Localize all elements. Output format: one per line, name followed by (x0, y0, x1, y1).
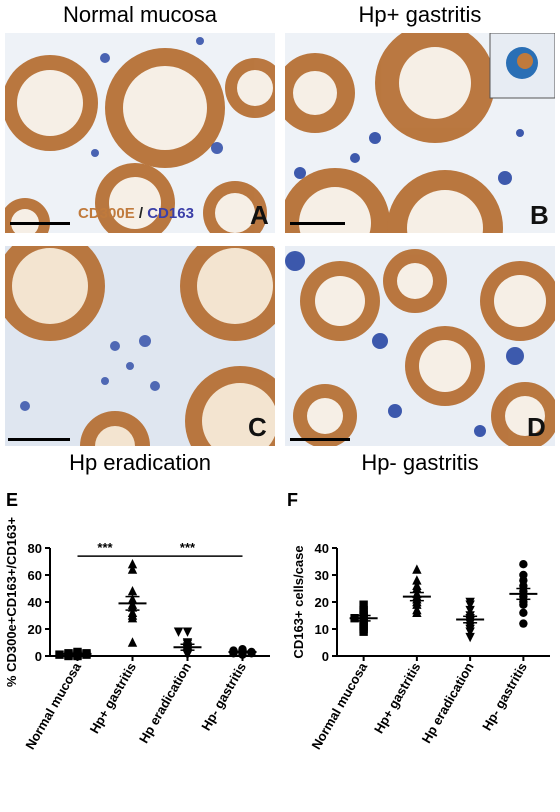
x-tick-label-e: Normal mucosa (22, 659, 84, 752)
y-tick-label-e: 0 (35, 649, 42, 664)
stain-cd163-label: CD163 (147, 205, 194, 222)
data-point-e (182, 650, 193, 660)
x-tick-label-f: Hp eradication (419, 660, 477, 746)
y-tick-label-e: 20 (28, 622, 42, 637)
data-point-e (127, 613, 138, 623)
data-point-f (412, 583, 422, 593)
data-point-e (127, 586, 138, 596)
micrograph-c-image (5, 246, 275, 446)
panel-title-hp-pos: Hp+ gastritis (358, 2, 482, 27)
y-axis-label-e: % CD300e+CD163+/CD163+ (4, 516, 19, 687)
panel-label-f: F (287, 490, 298, 510)
stain-cd300e-label: CD300E (78, 205, 135, 222)
y-tick-label-f: 0 (322, 649, 329, 664)
x-tick-label-f: Hp- gastritis (479, 660, 530, 733)
data-point-f (412, 564, 422, 574)
scale-bar-d (290, 438, 350, 441)
data-point-e (182, 627, 193, 637)
panel-label-d: D (527, 412, 546, 442)
x-tick-label-e: Hp+ gastritis (87, 660, 140, 736)
y-tick-label-f: 40 (315, 541, 329, 556)
data-point-f (412, 607, 422, 617)
data-point-e (127, 564, 138, 574)
y-tick-label-f: 10 (315, 622, 329, 637)
y-tick-label-f: 20 (315, 595, 329, 610)
x-tick-label-f: Normal mucosa (308, 659, 370, 752)
panel-label-c: C (248, 412, 267, 442)
micrograph-d (285, 246, 555, 446)
y-axis-label-f: CD163+ cells/case (291, 545, 306, 658)
data-point-e (127, 559, 138, 569)
data-point-e (173, 627, 184, 637)
data-point-f (519, 619, 528, 628)
panel-label-a: A (250, 200, 269, 230)
micrograph-d-image (285, 246, 555, 446)
micrograph-a-image (5, 33, 275, 233)
data-point-e (64, 651, 73, 661)
data-point-f (465, 605, 475, 616)
significance-label-e: *** (180, 540, 196, 555)
data-point-f (519, 600, 528, 609)
panel-label-e: E (6, 490, 18, 510)
scale-bar-a (10, 222, 70, 225)
data-point-e (73, 647, 82, 657)
data-point-e (127, 637, 138, 647)
x-tick-label-e: Hp- gastritis (198, 660, 249, 733)
micrograph-c (5, 246, 275, 446)
panel-label-b: B (530, 200, 549, 230)
significance-label-e: *** (97, 540, 113, 555)
panel-title-hp-neg: Hp- gastritis (361, 450, 479, 475)
data-point-f (359, 600, 368, 609)
data-point-f (519, 608, 528, 617)
data-point-f (412, 575, 422, 585)
data-point-f (465, 627, 475, 637)
scale-bar-c (8, 438, 70, 441)
y-tick-label-e: 40 (28, 595, 42, 610)
x-tick-label-e: Hp eradication (136, 660, 194, 746)
x-tick-label-f: Hp+ gastritis (371, 660, 424, 736)
panel-title-normal: Normal mucosa (62, 2, 218, 27)
y-tick-label-f: 30 (315, 568, 329, 583)
data-point-f (519, 560, 528, 569)
micrograph-b-image (285, 33, 555, 233)
y-tick-label-e: 60 (28, 568, 42, 583)
stain-separator: / (134, 205, 148, 222)
data-point-f (465, 600, 475, 610)
micrograph-b (285, 33, 555, 233)
micrograph-a (5, 33, 275, 233)
data-point-f (465, 632, 475, 643)
data-point-f (359, 627, 368, 636)
panel-title-hp-erad: Hp eradication (69, 450, 211, 475)
stain-legend: CD300E / CD163 (78, 205, 194, 222)
data-point-f (412, 599, 422, 609)
y-tick-label-e: 80 (28, 541, 42, 556)
data-point-e (55, 650, 64, 659)
scale-bar-b (290, 222, 345, 225)
